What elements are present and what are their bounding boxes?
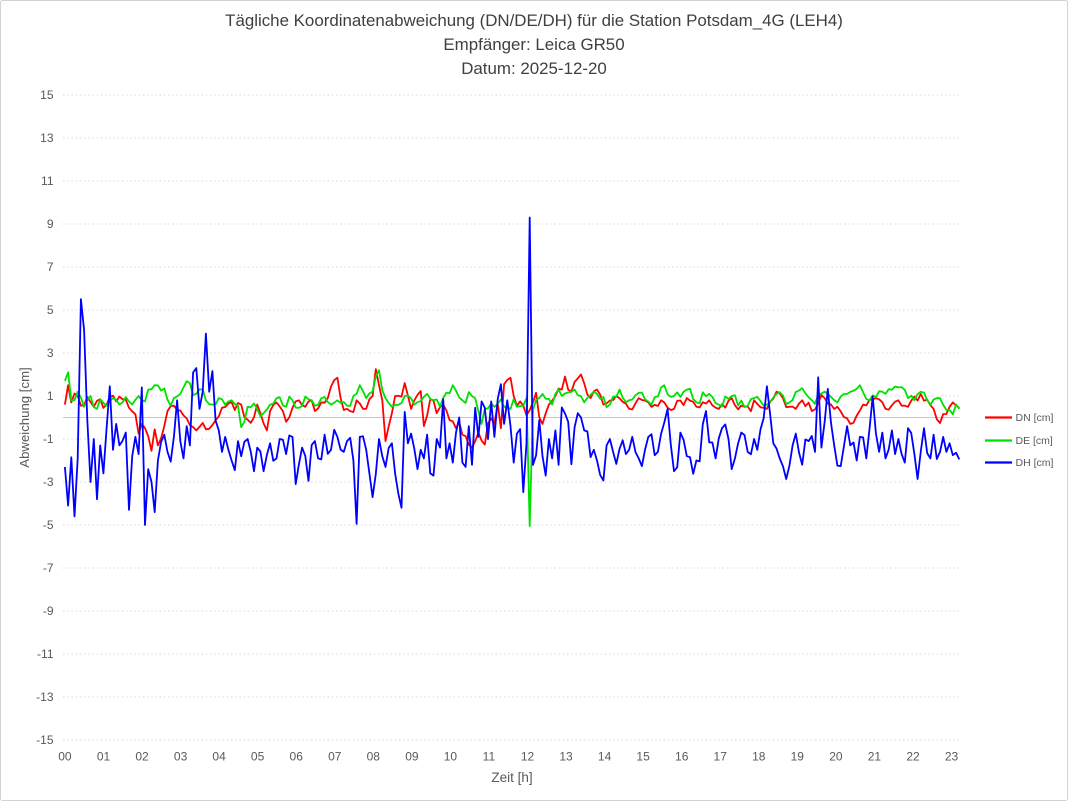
svg-text:00: 00 [58,750,72,764]
svg-text:-13: -13 [36,690,54,704]
svg-text:7: 7 [47,260,54,274]
svg-text:-1: -1 [43,432,54,446]
svg-text:-7: -7 [43,561,54,575]
svg-text:-11: -11 [37,647,54,661]
svg-text:05: 05 [251,750,265,764]
svg-text:9: 9 [47,217,54,231]
svg-text:-9: -9 [43,604,54,618]
svg-text:Tägliche Koordinatenabweichung: Tägliche Koordinatenabweichung (DN/DE/DH… [225,11,843,30]
svg-text:16: 16 [675,750,689,764]
svg-text:07: 07 [328,750,342,764]
svg-text:14: 14 [598,750,612,764]
svg-text:15: 15 [40,88,54,102]
svg-text:11: 11 [41,174,54,188]
svg-text:15: 15 [636,750,650,764]
svg-text:08: 08 [367,750,381,764]
svg-text:3: 3 [47,346,54,360]
svg-text:23: 23 [945,750,959,764]
svg-text:Abweichung [cm]: Abweichung [cm] [17,367,32,467]
svg-text:01: 01 [97,750,111,764]
svg-text:02: 02 [135,750,149,764]
svg-text:06: 06 [290,750,304,764]
svg-text:22: 22 [906,750,920,764]
svg-text:DH [cm]: DH [cm] [1016,457,1054,469]
svg-text:12: 12 [521,750,535,764]
svg-text:1: 1 [47,389,54,403]
svg-text:Datum: 2025-12-20: Datum: 2025-12-20 [461,59,607,78]
svg-text:Zeit [h]: Zeit [h] [491,770,532,785]
svg-text:10: 10 [444,750,458,764]
svg-text:13: 13 [559,750,573,764]
svg-text:DN [cm]: DN [cm] [1016,412,1054,424]
svg-text:DE [cm]: DE [cm] [1016,435,1053,447]
svg-text:04: 04 [212,750,226,764]
svg-text:21: 21 [868,750,882,764]
svg-text:-15: -15 [36,733,54,747]
svg-text:11: 11 [483,750,496,764]
svg-text:18: 18 [752,750,766,764]
svg-text:09: 09 [405,750,419,764]
svg-text:-3: -3 [43,475,54,489]
svg-text:17: 17 [714,750,728,764]
svg-text:03: 03 [174,750,188,764]
svg-text:13: 13 [40,131,54,145]
svg-text:20: 20 [829,750,843,764]
svg-text:Empfänger: Leica GR50: Empfänger: Leica GR50 [443,35,624,54]
svg-text:19: 19 [791,750,805,764]
svg-text:-5: -5 [43,518,54,532]
svg-text:5: 5 [47,303,54,317]
